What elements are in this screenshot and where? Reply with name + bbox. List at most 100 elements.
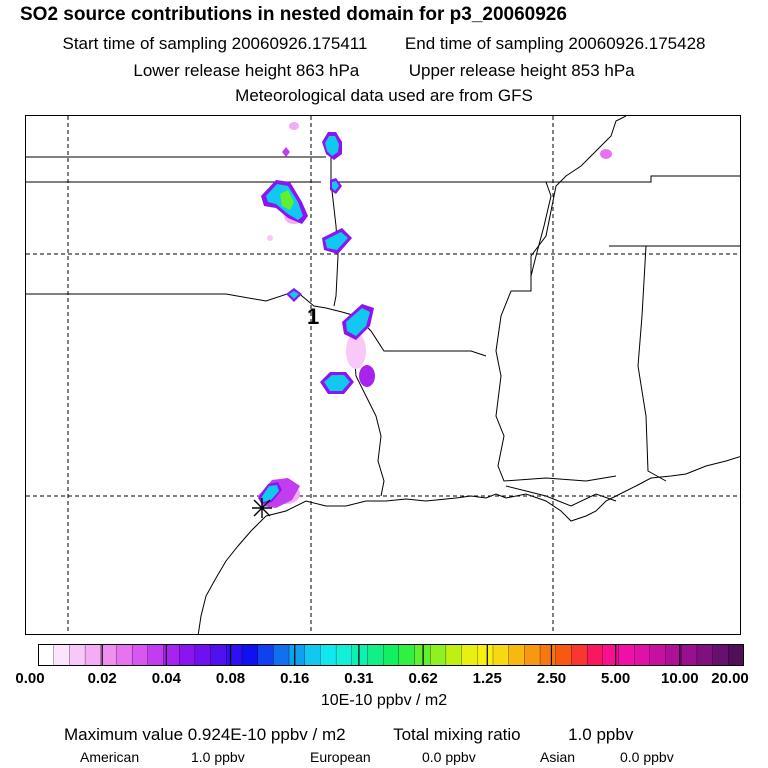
plume-contour bbox=[359, 365, 375, 387]
plume-contour bbox=[325, 232, 348, 250]
colorbar-cell bbox=[320, 644, 337, 666]
coastline bbox=[265, 493, 617, 522]
total-mixing-label: Total mixing ratio bbox=[393, 725, 521, 744]
colorbar-tick-label: 5.00 bbox=[601, 670, 631, 687]
colorbar-units: 10E-10 ppbv / m2 bbox=[320, 692, 448, 709]
colorbar-cell bbox=[351, 644, 369, 666]
plume-contour bbox=[289, 291, 299, 299]
sampling-times: Start time of sampling 20060926.175411 E… bbox=[0, 34, 768, 54]
colorbar-cell bbox=[226, 644, 243, 666]
map-canvas: 1 bbox=[26, 116, 740, 634]
max-value-label: Maximum value 0.924E-10 ppbv / m2 bbox=[64, 725, 346, 744]
colorbar-cell bbox=[618, 644, 635, 666]
colorbar-cell bbox=[492, 644, 510, 666]
map-panel: 1 bbox=[25, 115, 741, 635]
colorbar-cell bbox=[84, 644, 102, 666]
colorbar-cell bbox=[508, 644, 525, 666]
american-value: 1.0 ppbv bbox=[191, 749, 245, 765]
european-value: 0.0 ppbv bbox=[422, 749, 476, 765]
plume-contour bbox=[346, 308, 370, 336]
state-boundary bbox=[530, 116, 627, 291]
colorbar-cell bbox=[430, 644, 447, 666]
colorbar-tick-label: 10.00 bbox=[661, 670, 699, 687]
release-heights: Lower release height 863 hPa Upper relea… bbox=[0, 61, 768, 81]
colorbar-tick-label: 0.08 bbox=[215, 670, 246, 687]
colorbar-cell bbox=[194, 644, 212, 666]
end-time-label: End time of sampling 20060926.175428 bbox=[404, 34, 706, 53]
colorbar-cell bbox=[712, 644, 729, 666]
colorbar-cell bbox=[634, 644, 651, 666]
plume-faint bbox=[289, 122, 299, 130]
colorbar-cell bbox=[477, 644, 494, 666]
colorbar-tick-label: 0.04 bbox=[151, 670, 181, 687]
colorbar-cell bbox=[728, 644, 744, 666]
colorbar-cell bbox=[131, 644, 149, 666]
colorbar-tick-label: 0.16 bbox=[280, 670, 310, 687]
boundaries bbox=[26, 116, 740, 634]
american-label: American bbox=[80, 749, 140, 765]
map-title: SO2 source contributions in nested domai… bbox=[20, 4, 567, 25]
asian-value: 0.0 ppbv bbox=[620, 749, 674, 765]
colorbar-cell bbox=[367, 644, 384, 666]
european-label: European bbox=[310, 749, 371, 765]
start-time-label: Start time of sampling 20060926.175411 bbox=[62, 34, 368, 53]
colorbar-cell bbox=[241, 644, 259, 666]
total-mixing-value: 1.0 ppbv bbox=[568, 725, 634, 744]
colorbar-tick-label: 0.31 bbox=[344, 670, 374, 687]
summary-line: Maximum value 0.924E-10 ppbv / m2 Total … bbox=[64, 725, 633, 745]
asterisk-icon bbox=[252, 498, 272, 518]
colorbar-cell bbox=[555, 644, 572, 666]
colorbar-cell bbox=[335, 644, 353, 666]
site-marker: 1 bbox=[307, 304, 319, 329]
lat-lon-grid bbox=[26, 116, 740, 634]
colorbar-tick-label: 1.25 bbox=[472, 670, 502, 687]
state-boundary bbox=[609, 245, 667, 482]
plume-faint bbox=[600, 149, 612, 159]
colorbar-cell bbox=[53, 644, 70, 666]
lower-release-label: Lower release height 863 hPa bbox=[133, 61, 360, 80]
colorbar-cell bbox=[602, 644, 620, 666]
colorbar-cell bbox=[383, 644, 400, 666]
colorbar-cell bbox=[304, 644, 321, 666]
colorbar-cell bbox=[696, 644, 714, 666]
colorbar-cell bbox=[116, 644, 133, 666]
colorbar-cell bbox=[288, 644, 306, 666]
colorbar-cell bbox=[461, 644, 478, 666]
colorbar-cell bbox=[147, 644, 165, 666]
colorbar-cell bbox=[179, 644, 196, 666]
colorbar-cell bbox=[100, 644, 117, 666]
colorbar-tick-label: 0.02 bbox=[87, 670, 117, 687]
plume-contour bbox=[332, 181, 339, 191]
upper-release-label: Upper release height 853 hPa bbox=[408, 61, 635, 80]
colorbar-cell bbox=[257, 644, 274, 666]
state-boundary bbox=[546, 175, 740, 183]
plume-contour bbox=[282, 147, 290, 157]
plume-faint bbox=[267, 235, 273, 241]
colorbar-cell bbox=[38, 644, 55, 666]
colorbar-cell bbox=[571, 644, 588, 666]
asian-label: Asian bbox=[540, 749, 576, 765]
coastline bbox=[197, 515, 267, 634]
colorbar-tick-label: 0.62 bbox=[408, 670, 438, 687]
plume-contour bbox=[325, 136, 339, 156]
colorbar-tick-label: 0.00 bbox=[15, 670, 45, 687]
colorbar-cell bbox=[524, 644, 541, 666]
colorbar-cell bbox=[586, 644, 604, 666]
met-data-label: Meteorological data used are from GFS bbox=[235, 86, 533, 105]
plume-contours bbox=[258, 122, 612, 508]
plume-contour bbox=[280, 190, 294, 210]
plume-faint bbox=[346, 333, 366, 369]
coastline bbox=[615, 456, 740, 497]
colorbar-cell bbox=[539, 644, 557, 666]
colorbar-cell bbox=[69, 644, 86, 666]
colorbar bbox=[38, 644, 744, 666]
colorbar-cell bbox=[649, 644, 667, 666]
colorbar-tick-label: 2.50 bbox=[536, 670, 567, 687]
state-boundary bbox=[330, 157, 617, 482]
colorbar-tick-label: 20.00 bbox=[711, 670, 749, 687]
colorbar-cell bbox=[210, 644, 227, 666]
colorbar-cell bbox=[398, 644, 416, 666]
state-boundary bbox=[330, 181, 339, 307]
colorbar-cell bbox=[445, 644, 463, 666]
plume-contour bbox=[261, 485, 279, 502]
